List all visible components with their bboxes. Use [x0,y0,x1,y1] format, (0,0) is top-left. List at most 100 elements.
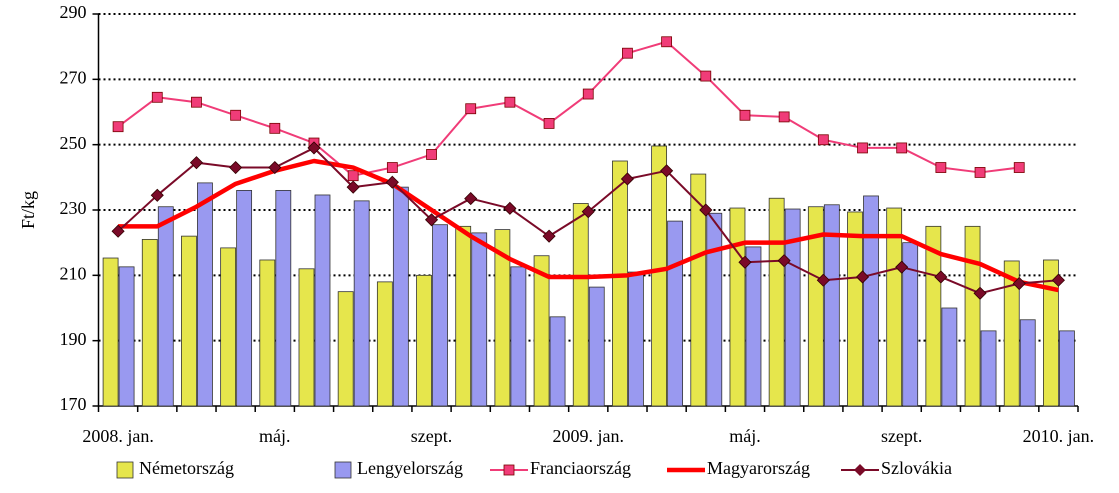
bar [588,286,605,407]
marker [151,91,163,103]
y-tick-label: 190 [60,329,87,349]
marker [660,164,674,178]
marker [230,109,242,121]
y-tick-label: 230 [60,198,87,218]
marker [739,109,751,121]
marker [189,156,204,170]
bar [784,208,801,407]
legend-label: Szlovákia [881,458,952,478]
bar [455,225,472,407]
marker [307,141,321,155]
x-tick-label: máj. [729,426,761,446]
bar [236,189,253,407]
x-tick-label: 2010. jan. [1023,426,1095,446]
marker [543,118,555,129]
marker [582,88,594,100]
bar [197,182,213,407]
marker [150,188,164,202]
marker [738,255,752,269]
marker [386,162,398,173]
marker [896,142,908,154]
marker [699,203,713,217]
marker [229,160,243,175]
y-tick-label: 270 [60,67,87,87]
bar [141,238,158,407]
marker [542,229,556,243]
bar [471,232,488,407]
bar [925,225,942,407]
marker [973,286,987,300]
x-tick-label: szept. [411,426,452,446]
bar [807,206,824,407]
marker [346,180,360,194]
bar [863,195,879,407]
bar [259,259,276,407]
marker [503,201,517,215]
y-tick-label: 170 [60,394,87,414]
marker [974,167,986,178]
marker [777,254,791,268]
bar [353,200,370,407]
marker [191,96,202,108]
bar [745,246,762,407]
marker [465,103,477,115]
bar [667,220,684,407]
bar [886,207,903,407]
x-tick-label: máj. [259,426,291,446]
legend-swatch [334,461,352,479]
bar [275,189,292,407]
x-tick-label: 2009. jan. [553,426,625,446]
legend-marker [854,464,866,476]
marker [857,142,868,154]
line [117,40,1020,177]
legend-label: Lengyelország [357,458,463,478]
bar [823,204,840,407]
marker [895,260,909,274]
bar [572,203,589,407]
bar [494,229,511,407]
marker [620,172,634,186]
legend-label: Magyarország [707,458,810,478]
bar [1019,319,1036,407]
y-axis-label: Ft/kg [18,191,38,229]
y-tick-label: 250 [60,133,87,153]
bar [980,330,997,407]
marker [268,160,282,175]
bar [432,224,448,407]
bar [118,266,135,407]
bar [651,145,668,407]
x-tick-label: 2008. jan. [82,426,154,446]
legend-swatch [116,461,134,479]
marker [347,170,359,182]
marker [622,47,633,59]
bar [102,257,119,407]
bar [768,197,785,407]
marker [661,36,673,48]
marker [935,162,947,173]
bar [220,247,237,407]
bar [314,194,331,407]
marker [817,134,829,146]
marker [581,205,595,219]
marker [855,270,870,284]
marker [269,122,281,134]
bar [729,207,746,407]
bar [690,173,707,407]
marker [700,70,712,82]
y-tick-label: 210 [60,263,87,283]
marker [1012,276,1026,291]
bar [1003,260,1020,407]
legend-label: Franciaország [530,458,631,478]
bar [706,212,723,407]
bar [181,235,197,407]
bar [510,266,527,407]
marker [504,96,516,108]
bar [392,186,409,407]
y-tick-label: 290 [60,2,87,22]
bar [549,316,566,407]
bar [416,274,432,407]
bar [157,206,174,407]
marker [816,273,830,287]
bar [533,255,550,407]
